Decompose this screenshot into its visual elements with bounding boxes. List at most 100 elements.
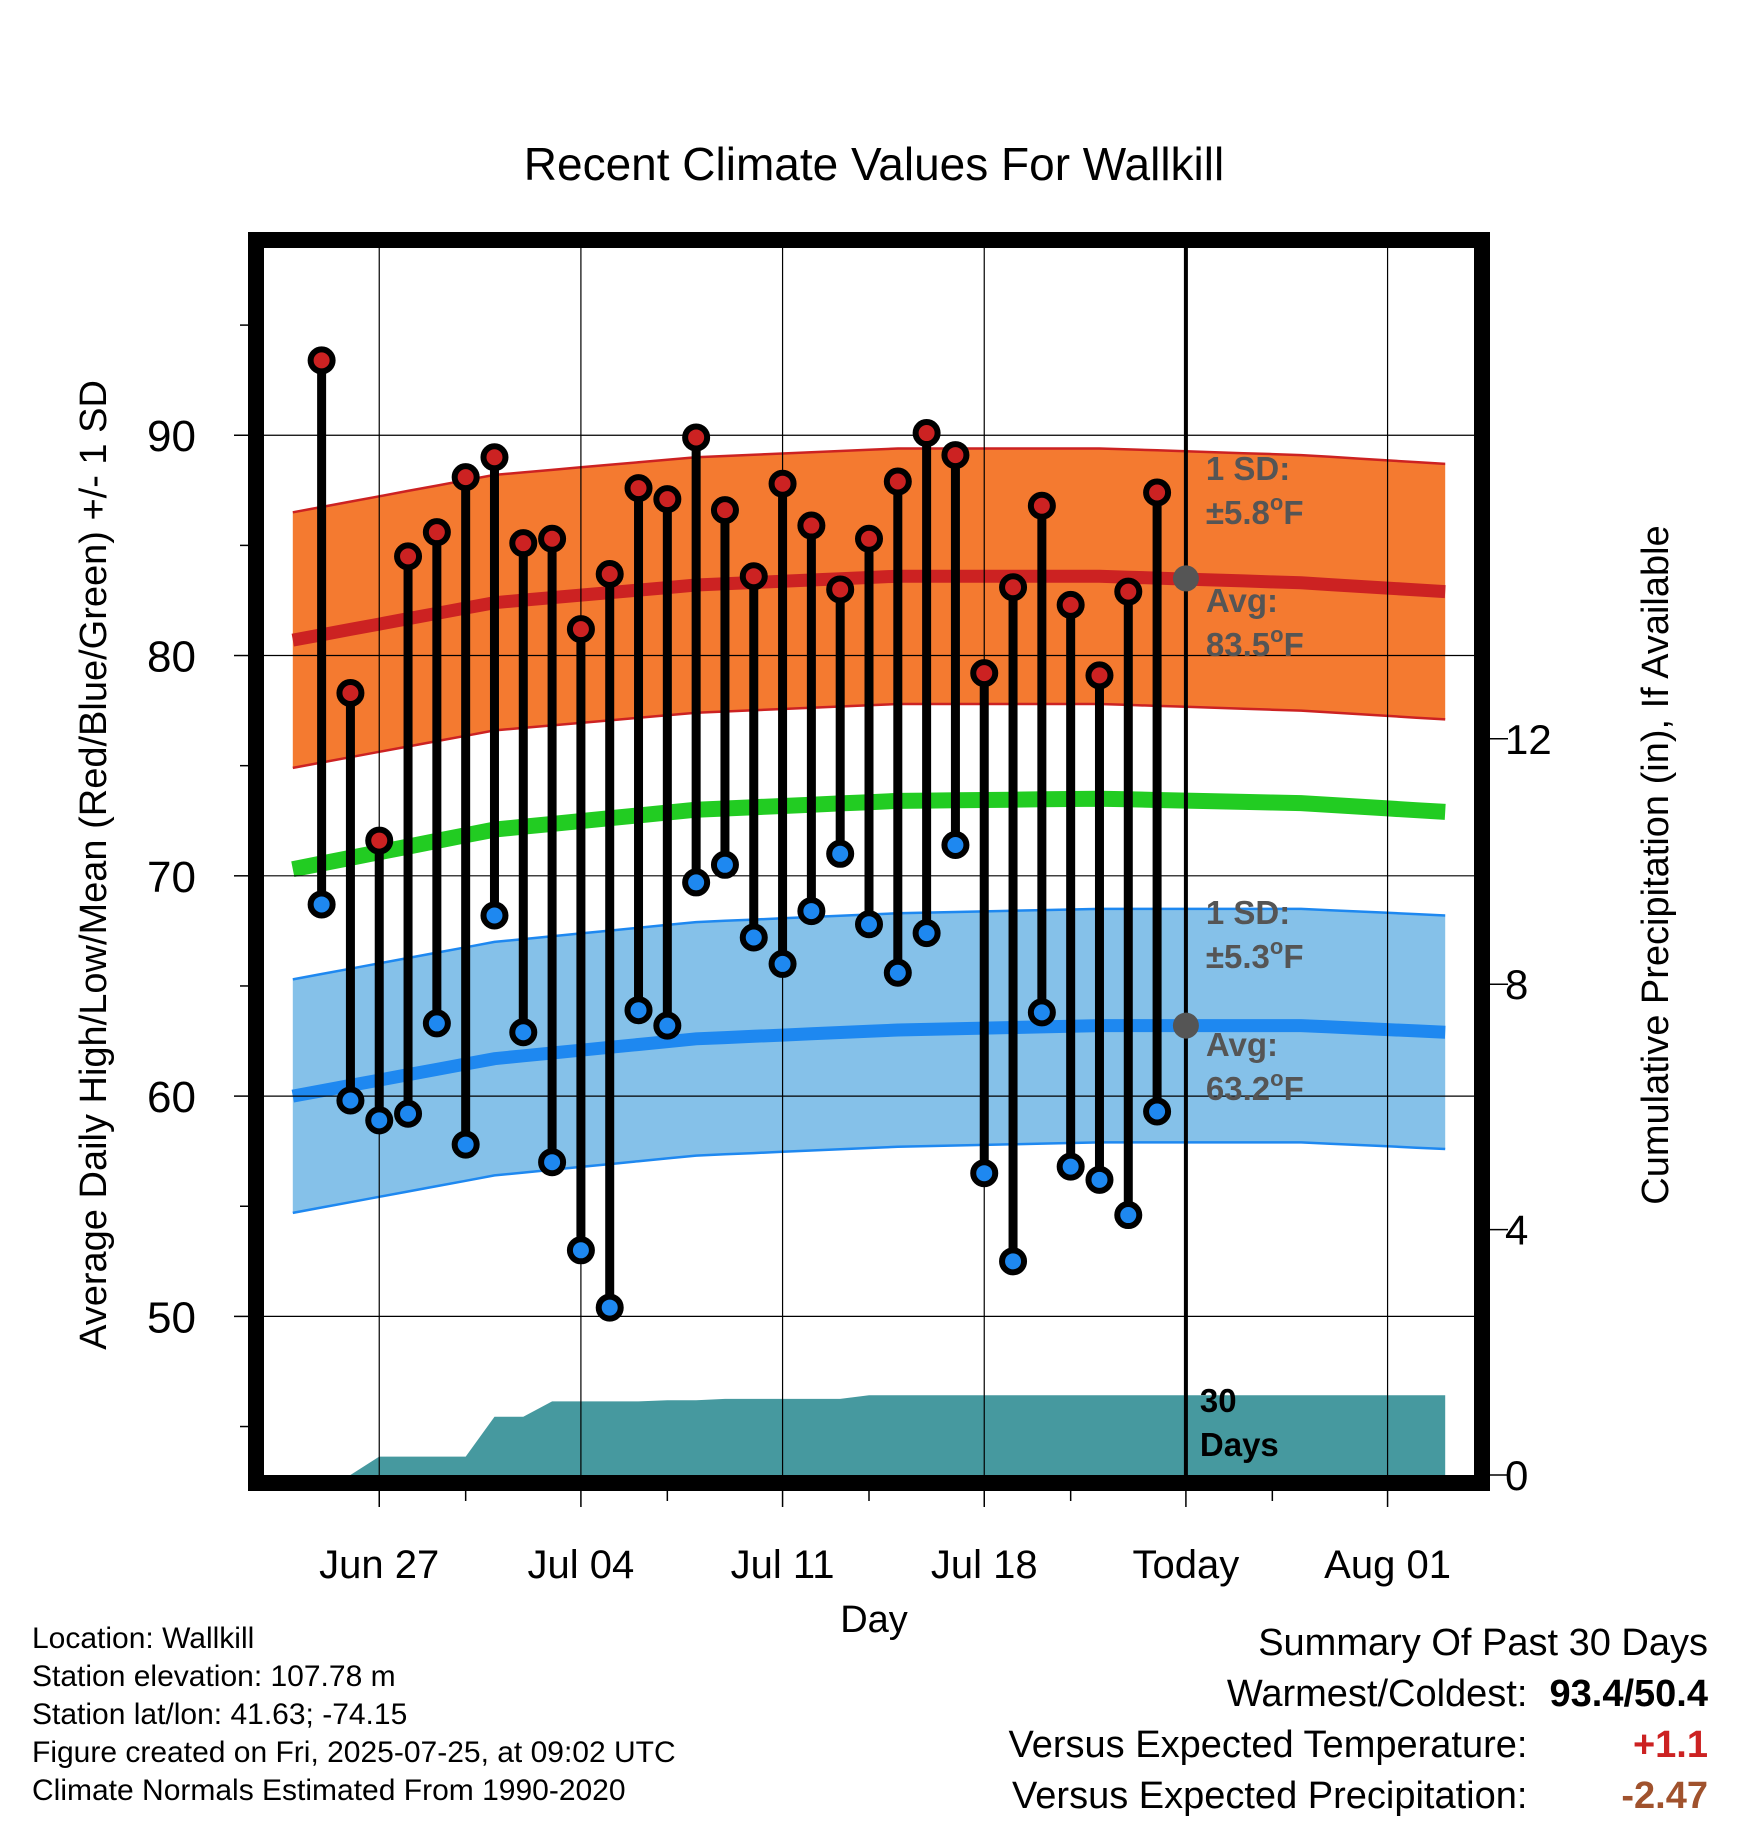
high-point [480,443,509,472]
summary-panel: Summary Of Past 30 Days Warmest/Coldest:… [1009,1618,1708,1822]
low-point [999,1247,1028,1276]
warmest-label: Warmest/Coldest: [1226,1673,1528,1715]
low-point [394,1099,423,1128]
high-point [1143,478,1172,507]
low-point [1114,1201,1143,1230]
low-point [1027,998,1056,1027]
high-point [1056,590,1085,619]
x-tick-label: Jul 18 [931,1543,1038,1587]
y2-axis-title: Cumulative Precipitation (in), If Availa… [1635,525,1677,1204]
high-point [883,467,912,496]
y-axis-title: Average Daily High/Low/Mean (Red/Blue/Gr… [73,380,115,1350]
y-tick-label: 80 [147,633,196,682]
high-point [1027,491,1056,520]
low-point [912,919,941,948]
y2-tick-label: 0 [1505,1452,1528,1499]
location-text: Location: Wallkill [32,1622,255,1655]
days-label-word: Days [1200,1426,1279,1463]
high-sd-label-value: ±5.8oF [1206,490,1304,531]
x-tick-label: Jul 11 [731,1543,835,1587]
high-point [1085,661,1114,690]
low-point [480,901,509,930]
low-avg-label-value: 63.2oF [1206,1066,1304,1107]
low-point [624,996,653,1025]
high-sd-label-heading: 1 SD: [1206,450,1290,487]
high-point [970,659,999,688]
high-point [739,562,768,591]
high-point [509,529,538,558]
y2-tick-label: 12 [1505,716,1552,763]
low-point [855,910,883,939]
x-tick-label: Jul 04 [528,1543,635,1587]
low-point [970,1159,999,1188]
low-point [883,958,912,987]
low-point [422,1009,451,1038]
high-point [566,615,595,644]
low-point [595,1293,624,1322]
high-point [365,826,394,855]
high-point [624,474,653,503]
high-point [941,441,970,470]
low-point [797,897,826,926]
normal-low-band-lower-edge [292,1141,1446,1215]
low-point [941,830,970,859]
high-point [451,463,480,492]
high-point [336,678,365,707]
elevation-text: Station elevation: 107.78 m [32,1660,396,1693]
low-point [739,923,768,952]
low-point [566,1236,595,1265]
low-point [1143,1097,1172,1126]
low-point [538,1148,567,1177]
x-axis-title: Day [840,1599,908,1641]
high-point [682,423,711,452]
plot-frame [248,232,1490,1491]
high-point [394,542,423,571]
x-tick-label: Jun 27 [319,1543,439,1587]
today-high-avg-marker [1172,565,1199,592]
y-tick-label: 90 [147,412,196,461]
low-sd-label-heading: 1 SD: [1206,894,1290,931]
normals-text: Climate Normals Estimated From 1990-2020 [32,1774,626,1807]
station-info: Location: Wallkill Station elevation: 10… [32,1620,676,1810]
x-tick-label: Today [1133,1543,1240,1587]
y-tick-label: 60 [147,1073,196,1122]
high-avg-label-value: 83.5oF [1206,622,1304,663]
chart-title: Recent Climate Values For Wallkill [524,138,1224,190]
x-tick-label: Aug 01 [1324,1543,1451,1587]
y-tick-label: 50 [147,1293,196,1342]
y2-tick-label: 8 [1505,961,1528,1008]
summary-precip-row: Versus Expected Precipitation: -2.47 [1009,1771,1708,1822]
low-point [365,1106,394,1135]
high-point [710,496,739,525]
created-text: Figure created on Fri, 2025-07-25, at 09… [32,1736,676,1769]
low-sd-label-value: ±5.3oF [1206,934,1304,975]
y2-tick-label: 4 [1505,1207,1528,1254]
high-point [422,518,451,547]
y-tick-label: 70 [147,853,196,902]
low-point [1085,1165,1114,1194]
high-point [595,560,624,589]
high-avg-label-heading: Avg: [1206,582,1278,619]
low-point [451,1130,480,1159]
high-point [768,469,797,498]
high-point [307,346,336,375]
low-point [768,949,797,978]
warmest-value: 93.4/50.4 [1549,1673,1708,1715]
temp-value: +1.1 [1632,1724,1708,1766]
days-label-number: 30 [1200,1382,1237,1419]
normal-high-band-upper-edge [292,447,1446,514]
high-point [912,419,941,448]
low-point [1056,1152,1085,1181]
high-point [1114,577,1143,606]
precip-label: Versus Expected Precipitation: [1012,1775,1528,1817]
low-avg-label-heading: Avg: [1206,1026,1278,1063]
normal-low-line [291,1019,1446,1103]
low-point [336,1086,365,1115]
summary-temp-row: Versus Expected Temperature: +1.1 [1009,1720,1708,1771]
temp-label: Versus Expected Temperature: [1008,1724,1528,1766]
precip-value: -2.47 [1621,1775,1708,1817]
summary-title: Summary Of Past 30 Days [1258,1622,1708,1664]
low-point [653,1011,682,1040]
